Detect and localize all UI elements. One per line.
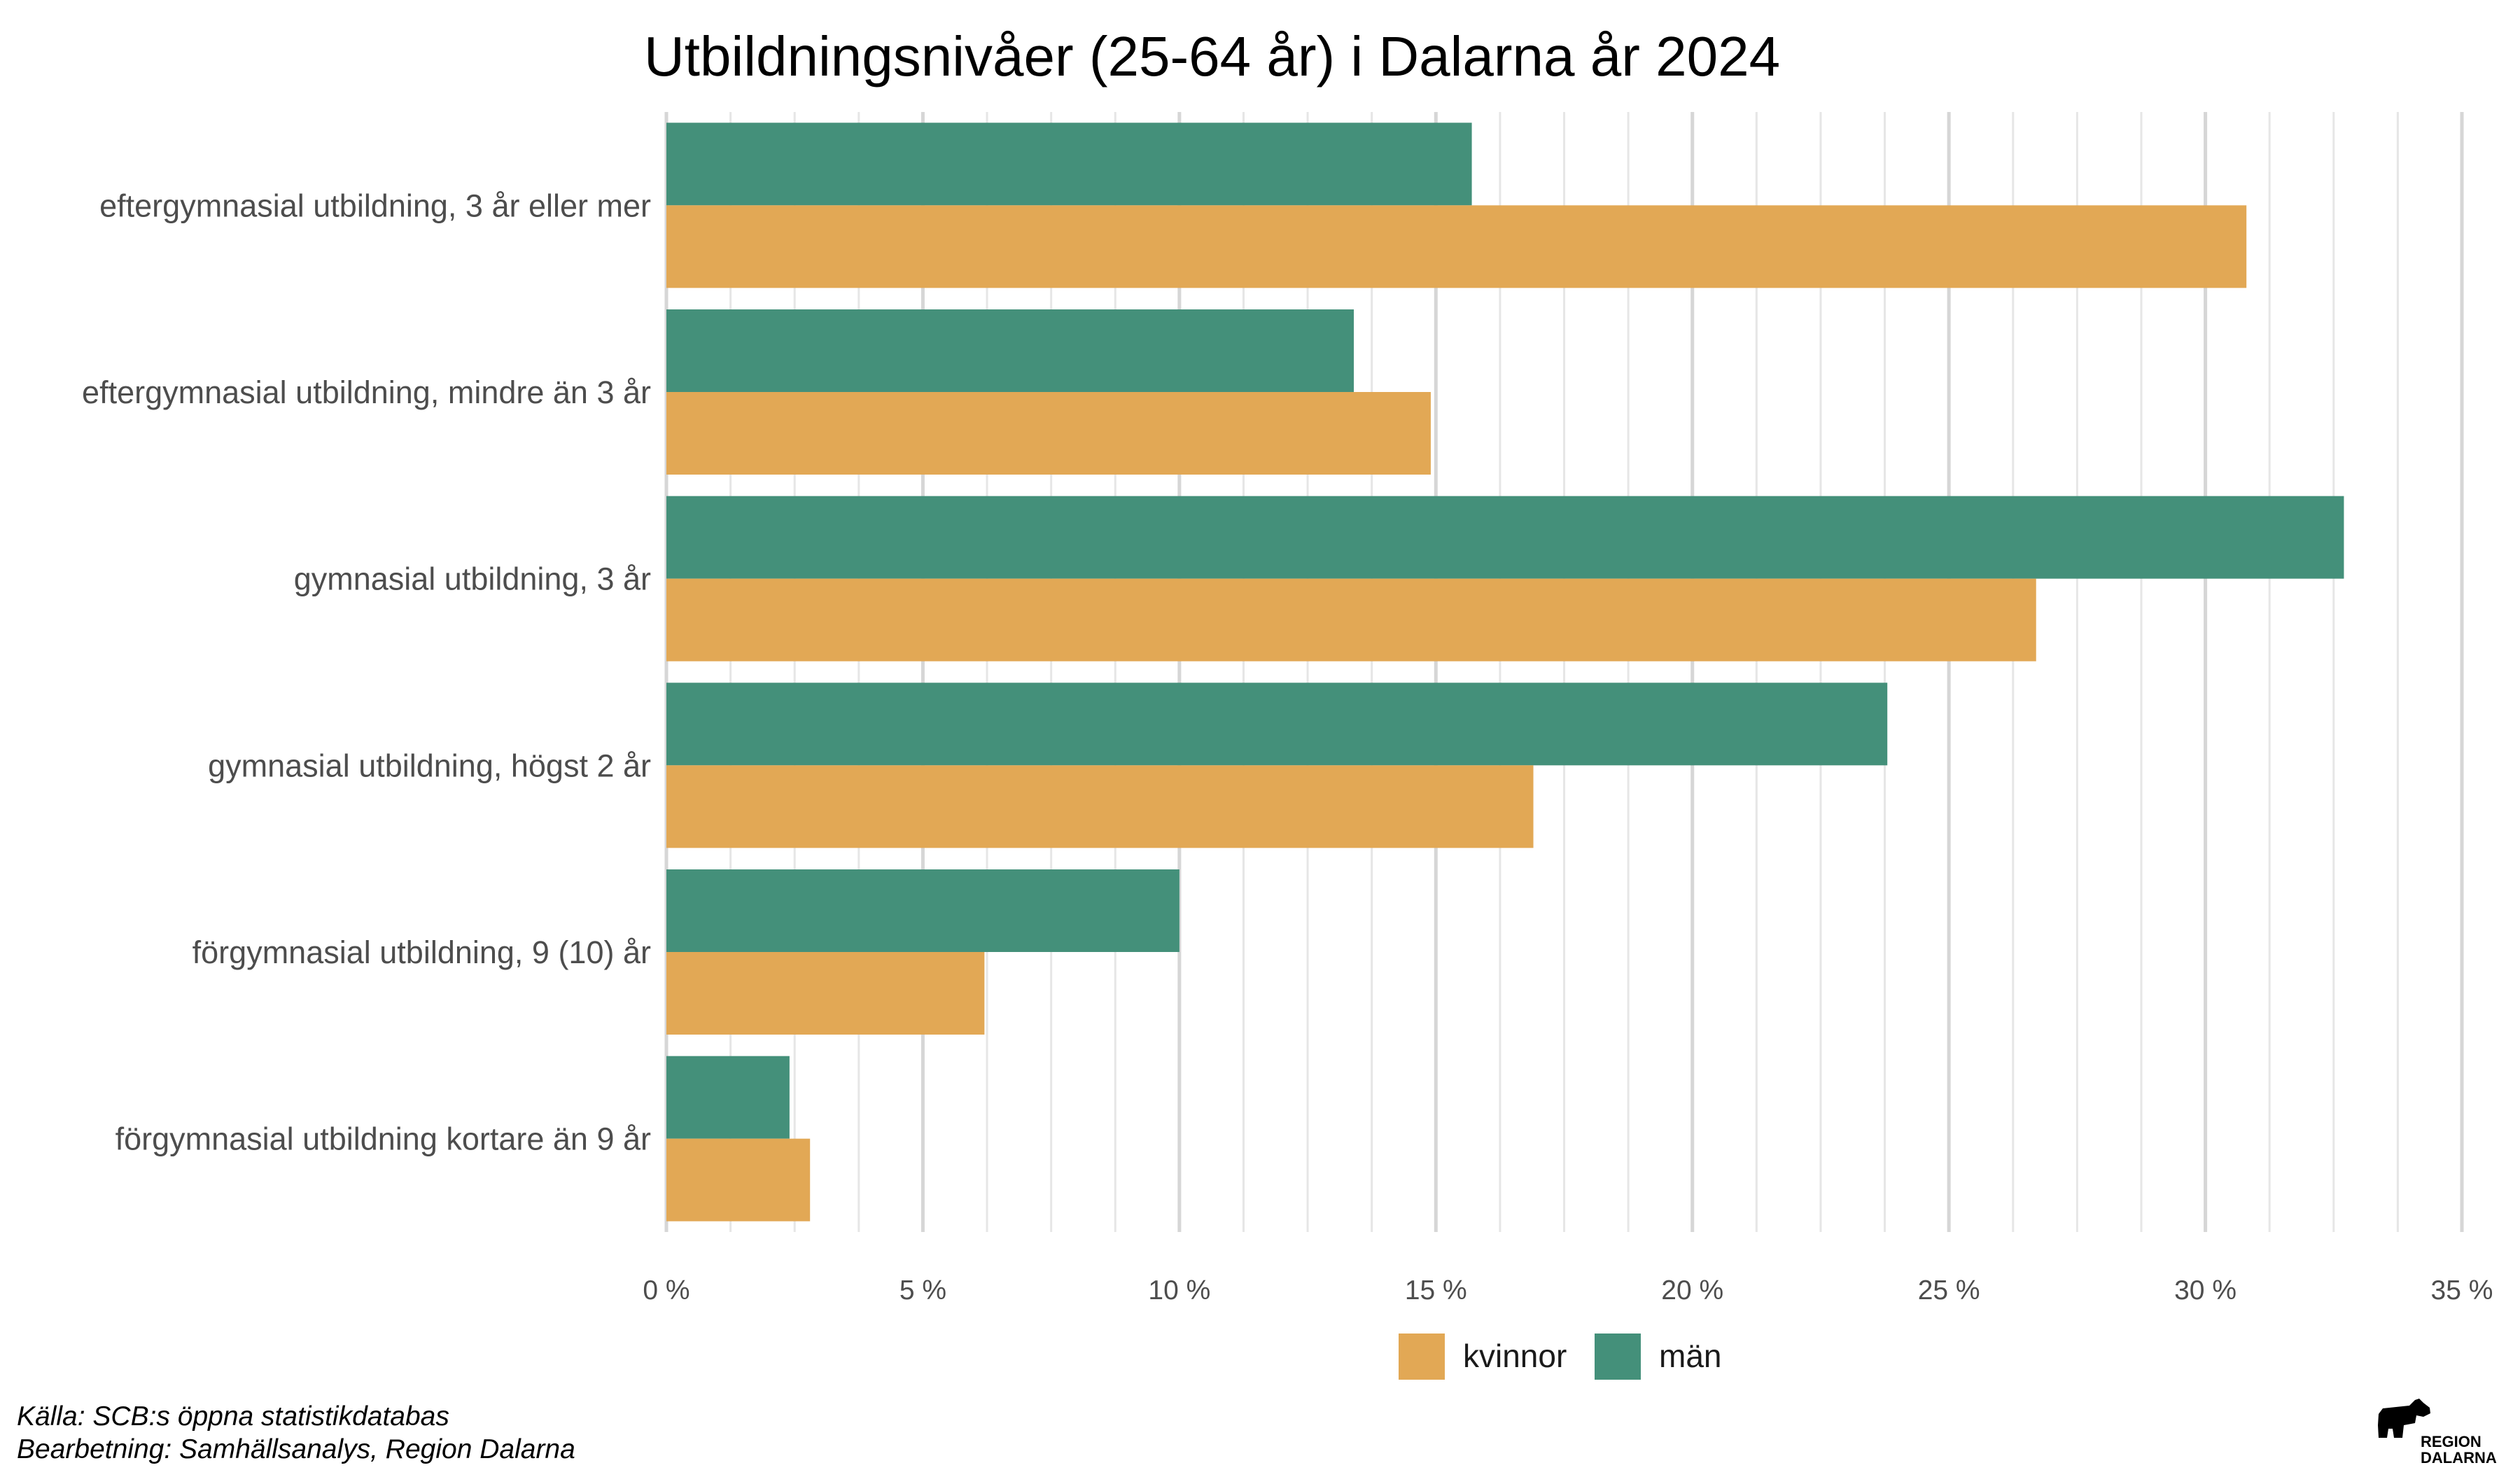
category-label-5: förgymnasial utbildning kortare än 9 år xyxy=(115,1121,651,1157)
gridlines xyxy=(664,112,2464,1232)
x-axis-tick-labels: 0 % 5 % 10 % 15 % 20 % 25 % 30 % 35 % xyxy=(643,1275,2493,1306)
bar-man-5 xyxy=(666,1056,790,1139)
x-tick-label-6: 30 % xyxy=(2174,1275,2236,1306)
x-tick-label-7: 35 % xyxy=(2431,1275,2493,1306)
legend-label-man: män xyxy=(1659,1338,1721,1374)
bar-man-0 xyxy=(666,122,1472,206)
category-label-4: förgymnasial utbildning, 9 (10) år xyxy=(192,934,651,970)
caption-source: Källa: SCB:s öppna statistikdatabas xyxy=(17,1401,449,1432)
bar-man-3 xyxy=(666,682,1888,766)
dala-horse-icon xyxy=(2378,1399,2430,1438)
logo-text-line1: REGION xyxy=(2421,1433,2482,1450)
category-label-2: gymnasial utbildning, 3 år xyxy=(294,561,651,597)
legend: kvinnor män xyxy=(1399,1334,1721,1380)
x-tick-label-4: 20 % xyxy=(1661,1275,1723,1306)
bars xyxy=(666,122,2344,1222)
bar-man-4 xyxy=(666,869,1180,952)
legend-swatch-man xyxy=(1595,1334,1641,1380)
category-label-0: eftergymnasial utbildning, 3 år eller me… xyxy=(99,188,651,223)
category-labels: eftergymnasial utbildning, 3 år eller me… xyxy=(82,188,651,1156)
x-tick-label-1: 5 % xyxy=(899,1275,946,1306)
caption-processing: Bearbetning: Samhällsanalys, Region Dala… xyxy=(17,1434,575,1464)
legend-label-kvinnor: kvinnor xyxy=(1463,1338,1567,1374)
x-tick-label-2: 10 % xyxy=(1148,1275,1210,1306)
category-label-3: gymnasial utbildning, högst 2 år xyxy=(208,748,651,783)
bar-kvinnor-3 xyxy=(666,765,1534,848)
logo-text-line2: DALARNA xyxy=(2421,1449,2497,1466)
bar-kvinnor-1 xyxy=(666,392,1431,475)
bar-man-1 xyxy=(666,309,1354,392)
legend-swatch-kvinnor xyxy=(1399,1334,1445,1380)
x-tick-label-3: 15 % xyxy=(1405,1275,1467,1306)
bar-kvinnor-0 xyxy=(666,205,2247,288)
category-label-1: eftergymnasial utbildning, mindre än 3 å… xyxy=(82,374,651,410)
bar-kvinnor-4 xyxy=(666,952,985,1035)
x-tick-label-0: 0 % xyxy=(643,1275,690,1306)
bar-kvinnor-5 xyxy=(666,1138,811,1222)
region-dalarna-logo: REGION DALARNA xyxy=(2378,1399,2497,1466)
x-tick-label-5: 25 % xyxy=(1918,1275,1980,1306)
chart-title: Utbildningsnivåer (25-64 år) i Dalarna å… xyxy=(644,25,1780,88)
bar-kvinnor-2 xyxy=(666,578,2036,662)
bar-man-2 xyxy=(666,496,2344,579)
